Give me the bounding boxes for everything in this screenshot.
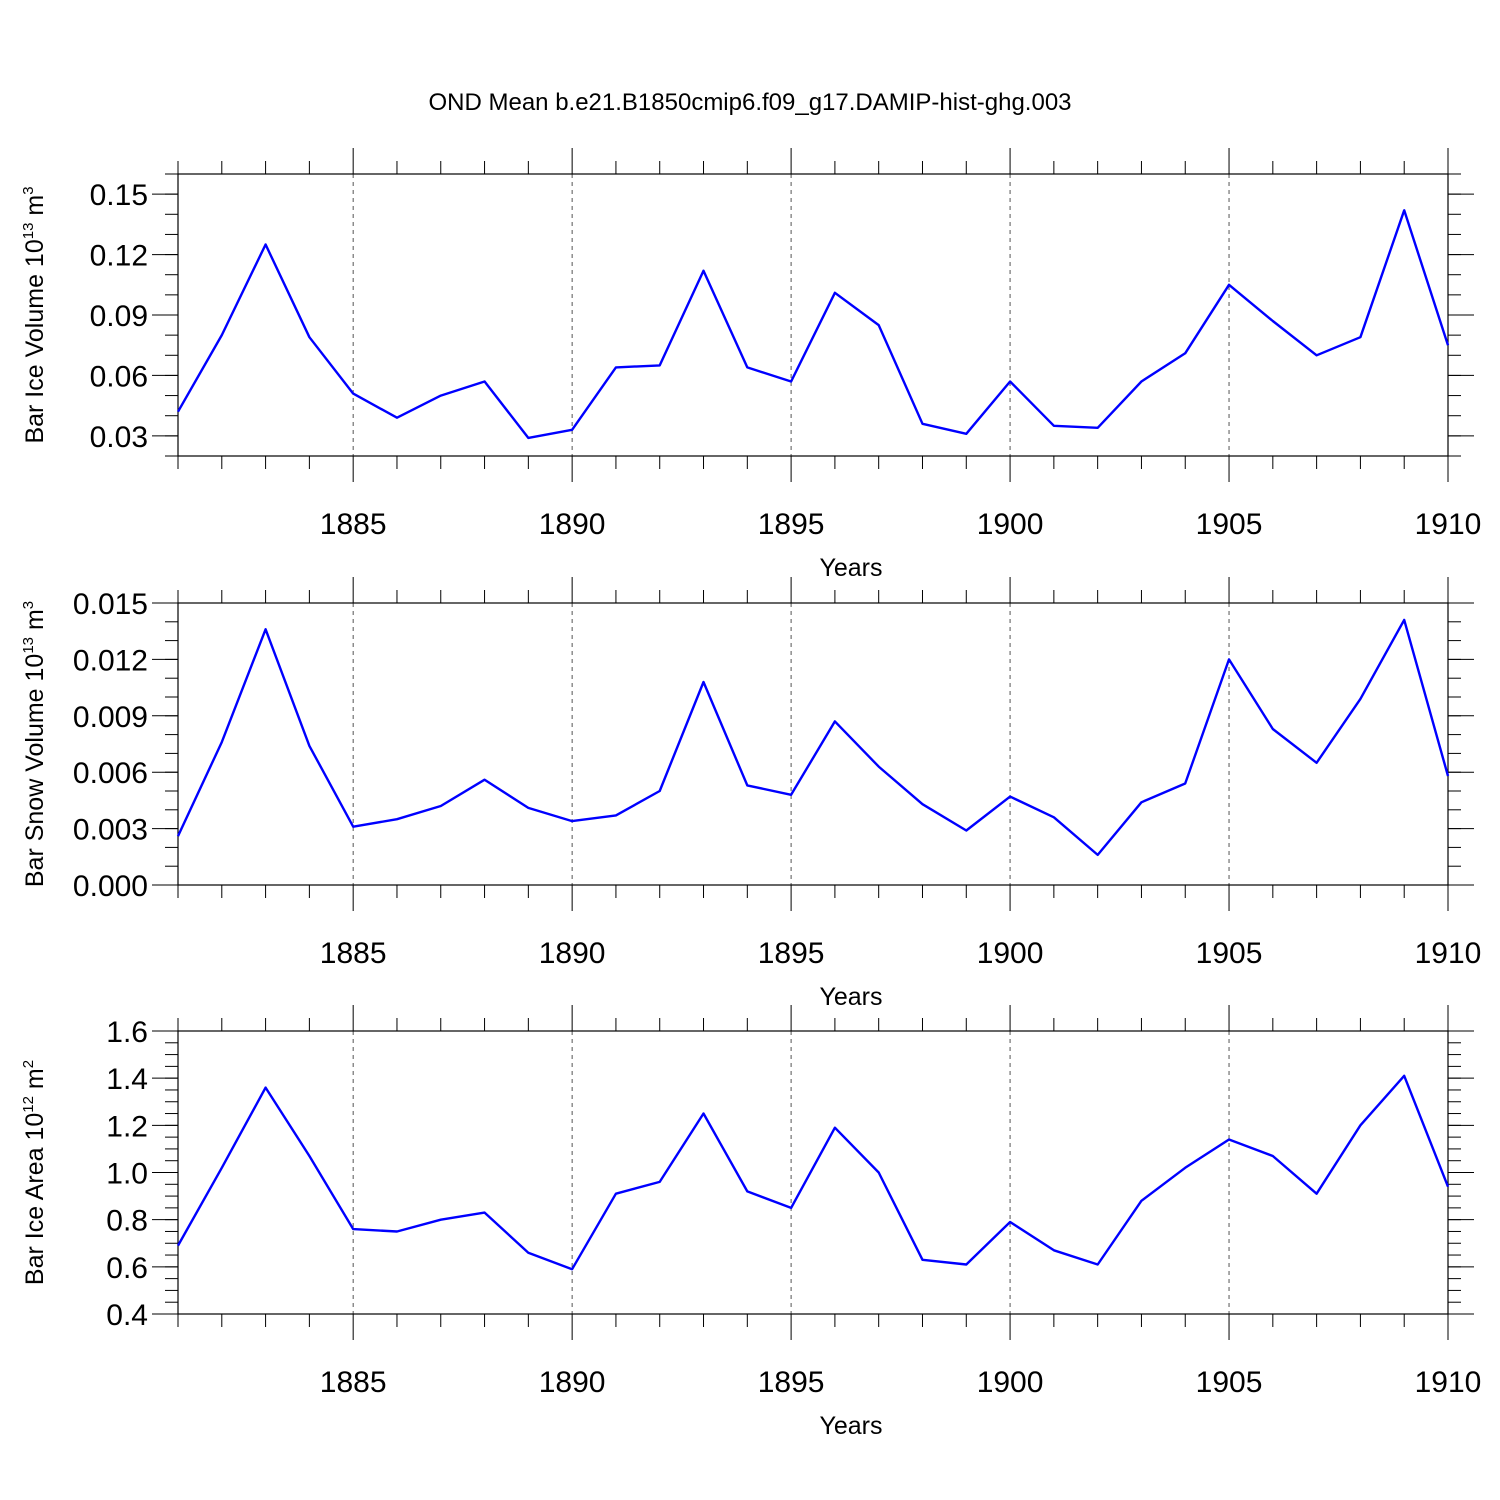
panels: 0.03 0.06 0.09 0.12 0.15 1885 1890 1895 1900 1905…: [20, 148, 1481, 1440]
x-tick-label: 1905: [1196, 1366, 1263, 1399]
x-tick-label: 1890: [539, 1366, 606, 1399]
x-tick-label: 1895: [758, 937, 825, 970]
x-axis-title: Years: [819, 983, 882, 1011]
x-tick-label: 1905: [1196, 937, 1263, 970]
y-tick-label: 1.0: [106, 1158, 148, 1191]
x-tick-label: 1910: [1415, 937, 1482, 970]
x-tick-label: 1900: [977, 508, 1044, 541]
x-tick-label: 1895: [758, 1366, 825, 1399]
plot-frame: [177, 173, 1449, 457]
plot-frame: [177, 602, 1449, 886]
x-tick-label: 1895: [758, 508, 825, 541]
chart-panel-3: 0.4 0.6 0.8 1.0 1.2 1.4 1.6 1885 1890 1895 1900 190…: [20, 1005, 1481, 1440]
x-tick-label: 1900: [977, 937, 1044, 970]
y-tick-label: 0.8: [106, 1205, 148, 1238]
x-tick-label: 1900: [977, 1366, 1044, 1399]
y-tick-label: 0.015: [73, 588, 148, 621]
y-tick-label: 0.12: [90, 240, 148, 273]
x-tick-label: 1905: [1196, 508, 1263, 541]
y-tick-label: 0.06: [90, 360, 148, 393]
y-tick-label: 1.6: [106, 1016, 148, 1049]
series-line: [176, 618, 1450, 857]
y-tick-label: 0.15: [90, 179, 148, 212]
x-tick-label: 1890: [539, 937, 606, 970]
y-tick-label: 0.4: [106, 1299, 148, 1332]
y-tick-label: 0.012: [73, 644, 148, 677]
x-tick-label: 1910: [1415, 508, 1482, 541]
y-axis-title: Bar Ice Area 1012 m2: [20, 1060, 49, 1285]
x-tick-label: 1885: [320, 508, 387, 541]
x-tick-label: 1890: [539, 508, 606, 541]
y-tick-label: 0.6: [106, 1252, 148, 1285]
series-line: [176, 1074, 1450, 1271]
chart-panel-1: 0.03 0.06 0.09 0.12 0.15 1885 1890 1895 1900 1905…: [20, 148, 1481, 582]
y-tick-label: 1.4: [106, 1063, 148, 1096]
y-tick-label: 0.03: [90, 421, 148, 454]
y-tick-label: 0.003: [73, 814, 148, 847]
x-tick-label: 1885: [320, 937, 387, 970]
x-axis-title: Years: [819, 1412, 882, 1440]
x-tick-label: 1910: [1415, 1366, 1482, 1399]
x-axis-title: Years: [819, 554, 882, 582]
chart-panel-2: 0.000 0.003 0.006 0.009 0.012 0.015 1885 1890 18…: [20, 577, 1481, 1011]
series-line: [176, 209, 1450, 440]
x-tick-label: 1885: [320, 1366, 387, 1399]
y-tick-label: 0.09: [90, 300, 148, 333]
y-tick-label: 0.009: [73, 701, 148, 734]
y-tick-label: 0.006: [73, 757, 148, 790]
figure-title: OND Mean b.e21.B1850cmip6.f09_g17.DAMIP-…: [428, 89, 1071, 116]
y-axis-title: Bar Ice Volume 1013 m3: [20, 186, 49, 443]
y-tick-label: 1.2: [106, 1110, 148, 1143]
y-axis-title: Bar Snow Volume 1013 m3: [20, 601, 49, 887]
plot-frame: [177, 1030, 1449, 1315]
y-tick-label: 0.000: [73, 870, 148, 903]
